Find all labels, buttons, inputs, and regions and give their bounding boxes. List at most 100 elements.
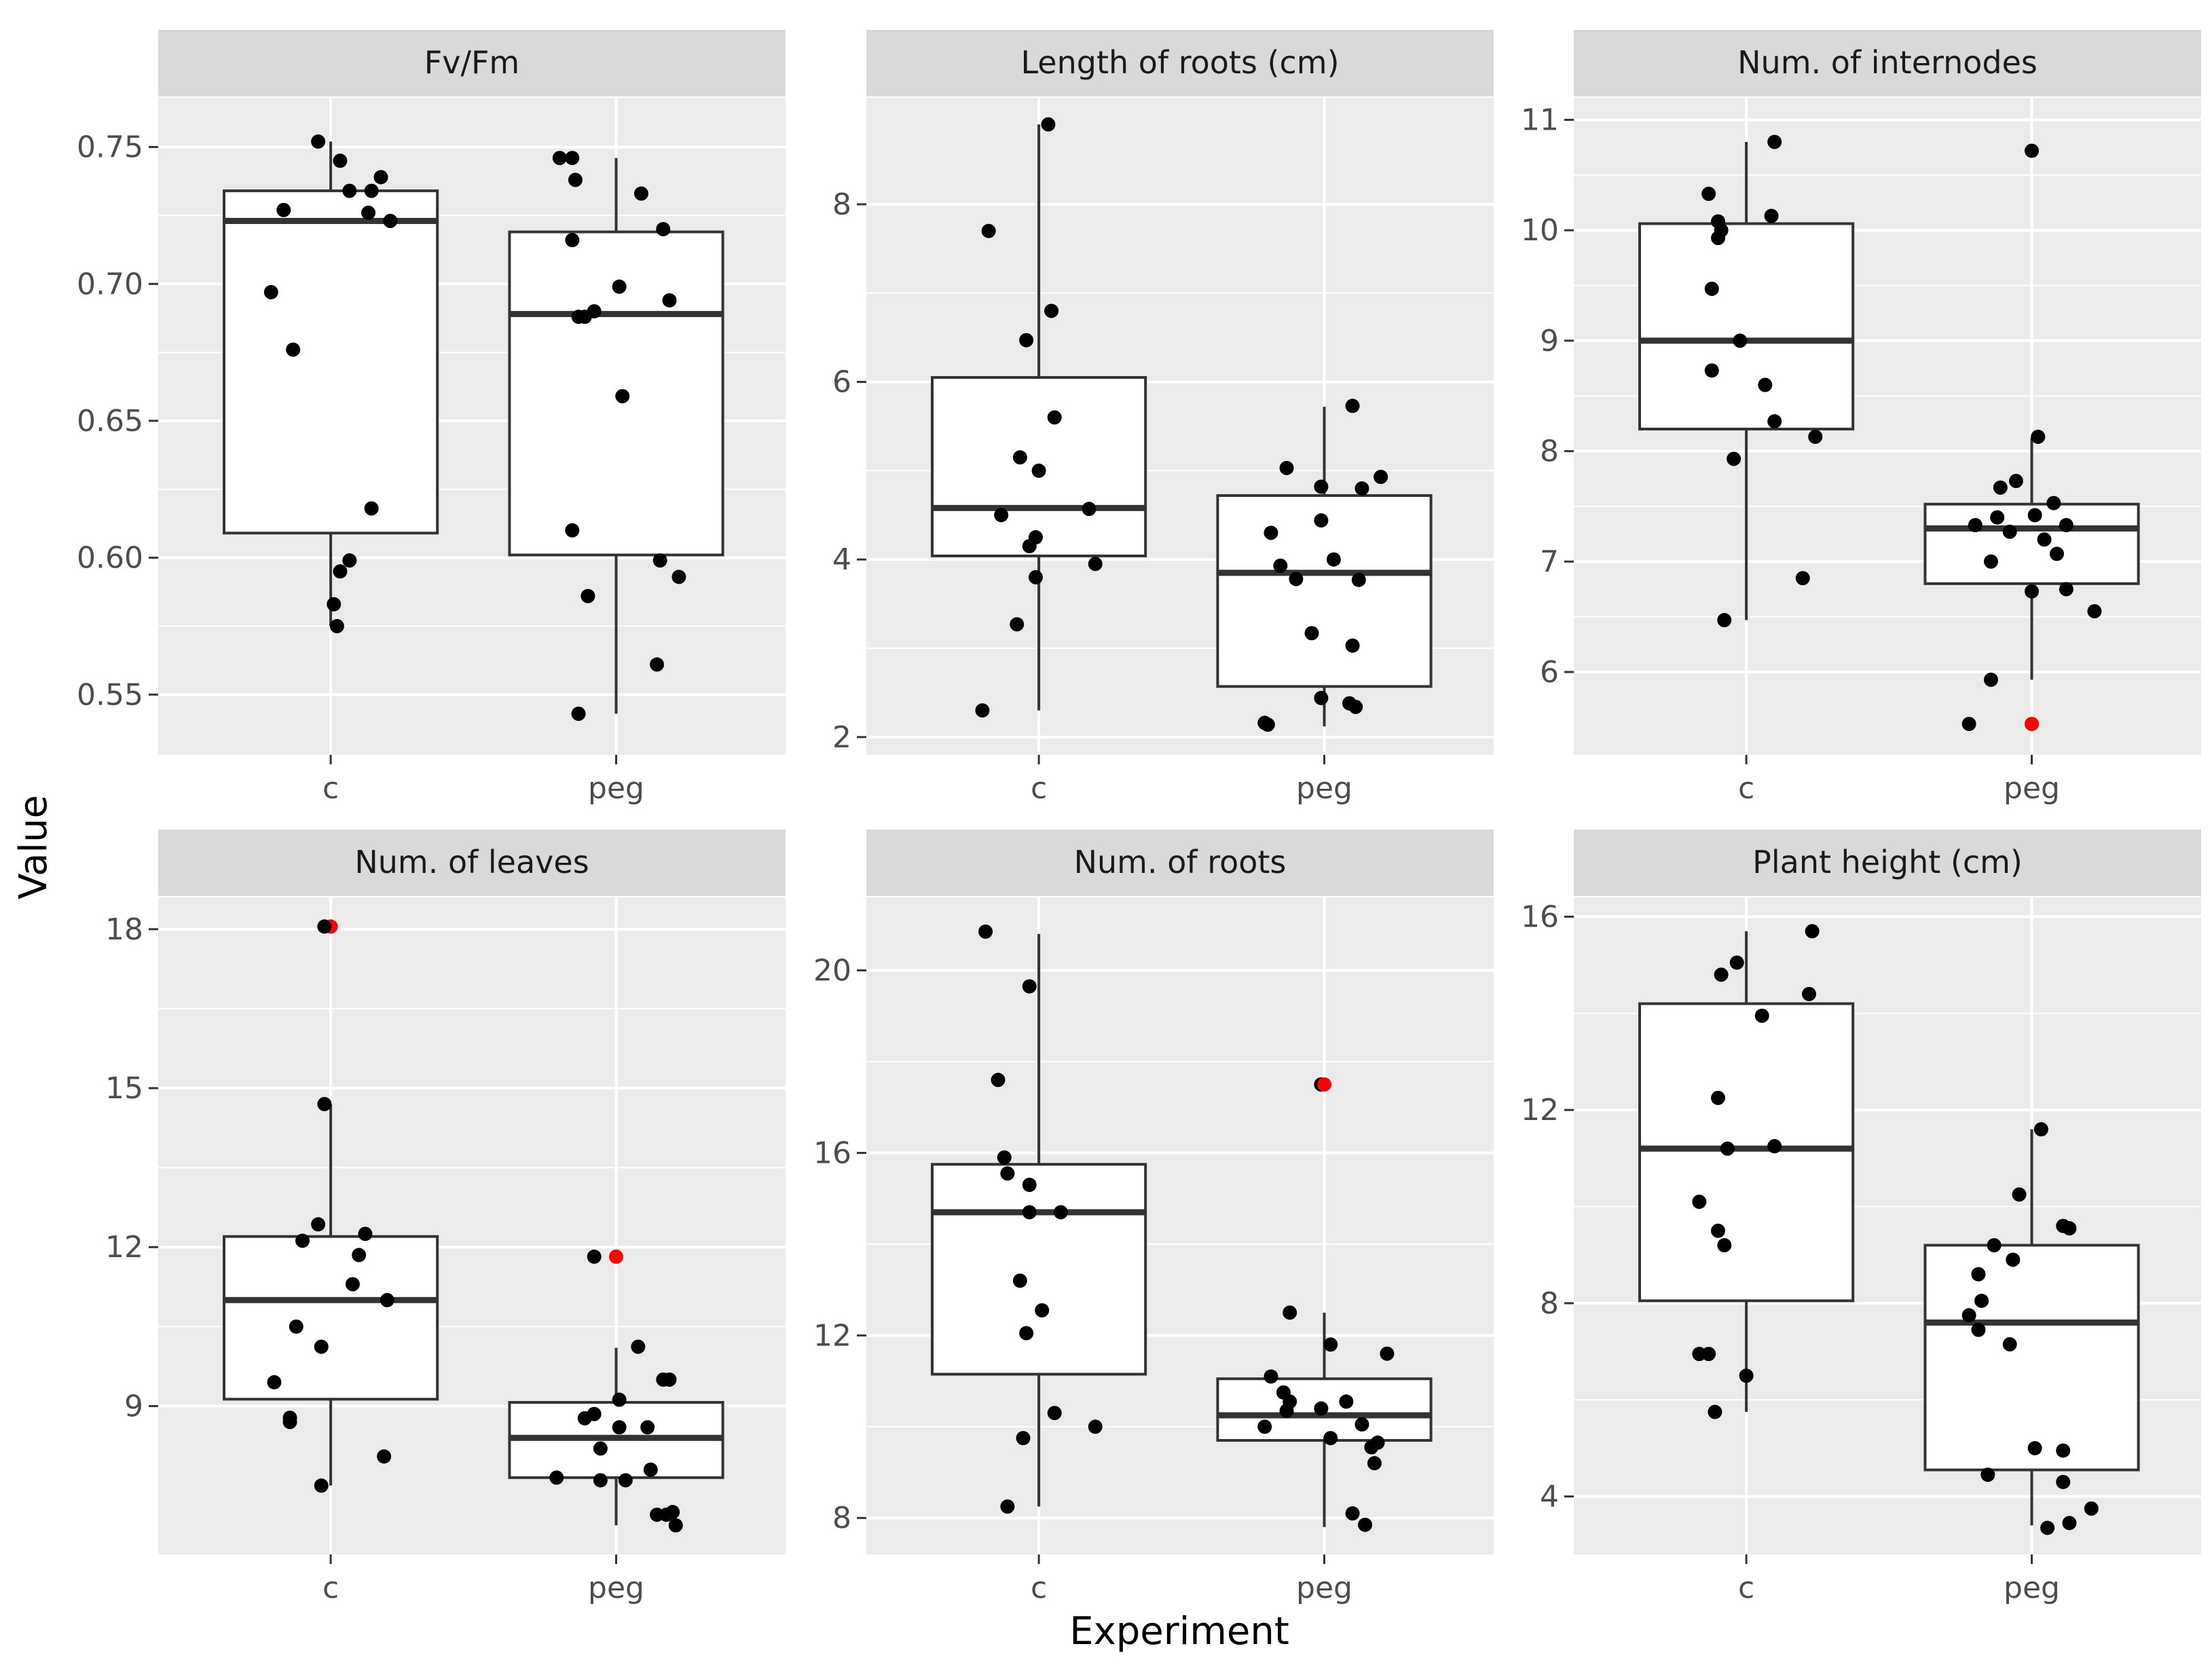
data-point <box>1000 1499 1015 1514</box>
data-point <box>1351 572 1366 587</box>
facet-strip <box>866 829 1494 896</box>
data-point <box>2062 1221 2077 1236</box>
data-point <box>668 1518 683 1533</box>
data-point <box>633 186 648 201</box>
data-point <box>1367 1456 1382 1471</box>
data-point <box>329 618 344 633</box>
data-point <box>1993 480 2008 495</box>
data-point <box>1022 979 1037 994</box>
facet-panel: Length of roots (cm) 2 4 6 8 c peg <box>832 30 1494 806</box>
data-point <box>1364 1440 1379 1455</box>
data-point <box>612 1392 627 1407</box>
data-point <box>342 183 357 198</box>
data-point <box>991 1073 1006 1087</box>
y-tick-label: 20 <box>813 954 851 988</box>
y-tick-label: 16 <box>813 1136 851 1170</box>
data-point <box>1983 672 1998 687</box>
data-point <box>364 501 379 516</box>
x-tick-label: c <box>1031 771 1047 806</box>
facet-strip <box>1574 829 2201 896</box>
x-tick-label: peg <box>2004 771 2060 806</box>
outlier-point <box>609 1249 624 1264</box>
data-point <box>1088 557 1103 572</box>
data-point <box>1082 502 1096 517</box>
y-tick-label: 4 <box>1540 1480 1559 1514</box>
y-tick-label: 10 <box>1521 213 1559 248</box>
data-point <box>276 202 291 217</box>
data-point <box>1012 1273 1027 1288</box>
data-point <box>1326 552 1341 567</box>
data-point <box>345 1277 360 1292</box>
data-point <box>1314 479 1329 494</box>
y-tick-label: 0.60 <box>77 541 143 576</box>
data-point <box>994 508 1009 523</box>
data-point <box>1044 303 1059 318</box>
facet-panel: Num. of internodes 6 7 8 9 10 11 c peg <box>1521 30 2201 806</box>
box-c <box>931 376 1147 557</box>
data-point <box>1758 377 1773 392</box>
data-point <box>352 1248 367 1263</box>
data-point <box>1354 1417 1369 1432</box>
x-tick-label: c <box>1738 771 1754 806</box>
data-point <box>1983 554 1998 569</box>
data-point <box>263 284 278 299</box>
data-point <box>377 1449 392 1464</box>
data-point <box>1323 1337 1338 1352</box>
data-point <box>1711 1223 1726 1238</box>
data-point <box>612 279 627 294</box>
data-point <box>577 310 592 324</box>
data-point <box>2033 1122 2048 1137</box>
data-point <box>373 170 388 185</box>
x-tick-label: peg <box>1296 771 1352 806</box>
box-peg <box>1923 1244 2140 1472</box>
data-point <box>580 589 595 603</box>
data-point <box>568 172 583 187</box>
facet-title: Num. of roots <box>1074 844 1287 880</box>
data-point <box>1711 1090 1726 1105</box>
data-point <box>978 924 993 939</box>
data-point <box>2087 604 2102 619</box>
outlier-point <box>1317 1077 1332 1092</box>
data-point <box>593 1441 608 1456</box>
data-point <box>2031 429 2046 444</box>
data-point <box>1767 414 1782 429</box>
data-point <box>981 223 996 238</box>
x-tick-label: c <box>1031 1571 1047 1605</box>
data-point <box>314 1339 329 1354</box>
data-point <box>2027 508 2042 523</box>
data-point <box>643 1462 658 1477</box>
y-tick-label: 6 <box>832 365 851 400</box>
data-point <box>1022 539 1037 554</box>
data-point <box>282 1415 297 1430</box>
data-point <box>333 564 348 579</box>
y-tick-label: 15 <box>105 1071 143 1106</box>
y-tick-label: 9 <box>1540 324 1559 358</box>
facet-panel: Plant height (cm) 4 8 12 16 c peg <box>1521 829 2201 1605</box>
data-point <box>358 1227 373 1242</box>
x-tick-label: c <box>322 771 339 806</box>
data-point <box>1764 208 1779 223</box>
data-point <box>1980 1468 1995 1483</box>
data-point <box>1279 460 1294 475</box>
y-tick-label: 7 <box>1540 544 1559 579</box>
data-point <box>267 1375 282 1390</box>
data-point <box>1374 470 1388 485</box>
data-point <box>1987 1237 2002 1252</box>
data-point <box>1345 398 1360 413</box>
y-tick-label: 2 <box>832 720 851 755</box>
data-point <box>1704 281 1719 296</box>
data-point <box>1283 1305 1297 1320</box>
data-point <box>2084 1501 2099 1516</box>
data-point <box>2027 1440 2042 1455</box>
data-point <box>650 657 665 672</box>
data-point <box>1041 117 1056 132</box>
data-point <box>314 1478 329 1493</box>
data-point <box>1031 463 1046 478</box>
data-point <box>1971 1322 1986 1337</box>
data-point <box>1717 613 1732 628</box>
data-point <box>1035 1303 1050 1318</box>
data-point <box>659 1507 674 1522</box>
x-tick-label: peg <box>1296 1571 1352 1605</box>
data-point <box>2040 1521 2055 1535</box>
y-tick-label: 0.55 <box>77 677 143 712</box>
